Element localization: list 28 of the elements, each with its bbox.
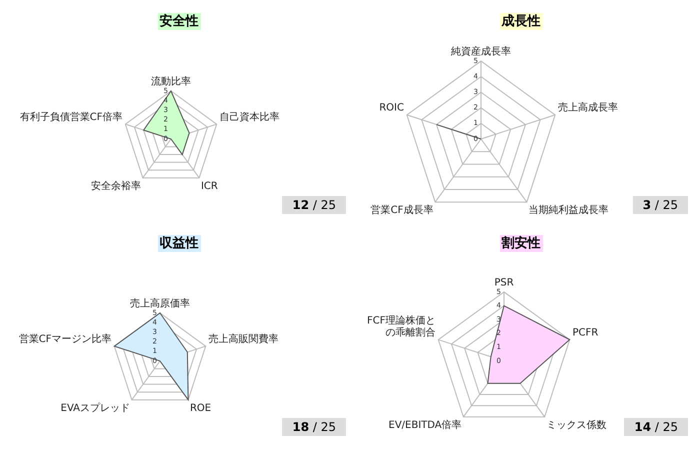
spoke-label: PSR (494, 278, 514, 289)
text: 12 / 25 (282, 196, 346, 214)
spoke-label: 当期純利益成長率 (528, 204, 609, 216)
spoke-label: 売上高原価率 (130, 298, 190, 310)
chart-title: 安全性 (158, 13, 200, 30)
text: 18 / 25 (282, 418, 346, 436)
spoke-label: EV/EBITDA倍率 (388, 418, 462, 431)
spoke-label: 自己資本比率 (220, 110, 280, 123)
spoke-label: ROE (190, 402, 212, 414)
spoke-label: 営業CFマージン比率 (18, 332, 112, 345)
spoke-label: FCF理論株価との乖離割合 (366, 314, 436, 338)
spoke-label: 売上高成長率 (558, 102, 618, 114)
spoke-label: 純資産成長率 (451, 46, 511, 58)
spoke-label: 流動比率 (151, 76, 191, 88)
spoke-label: 営業CF成長率 (370, 204, 434, 216)
spoke-label: 売上高販関費率 (208, 332, 279, 345)
spoke-label: ICR (200, 180, 218, 192)
chart-title: 成長性 (500, 13, 542, 30)
spoke-label: 安全余裕率 (91, 180, 142, 192)
spoke-label: ROIC (379, 102, 404, 114)
spoke-label: EVAスプレッド (60, 402, 130, 414)
text: 14 / 25 (624, 418, 688, 436)
chart-title: 割安性 (500, 235, 542, 252)
spoke-label: PCFR (572, 327, 598, 338)
chart-title: 収益性 (158, 235, 200, 252)
spoke-label: 有利子負債営業CF倍率 (20, 110, 122, 123)
text: 3 / 25 (632, 196, 688, 214)
spoke-label: ミックス係数 (546, 418, 606, 431)
